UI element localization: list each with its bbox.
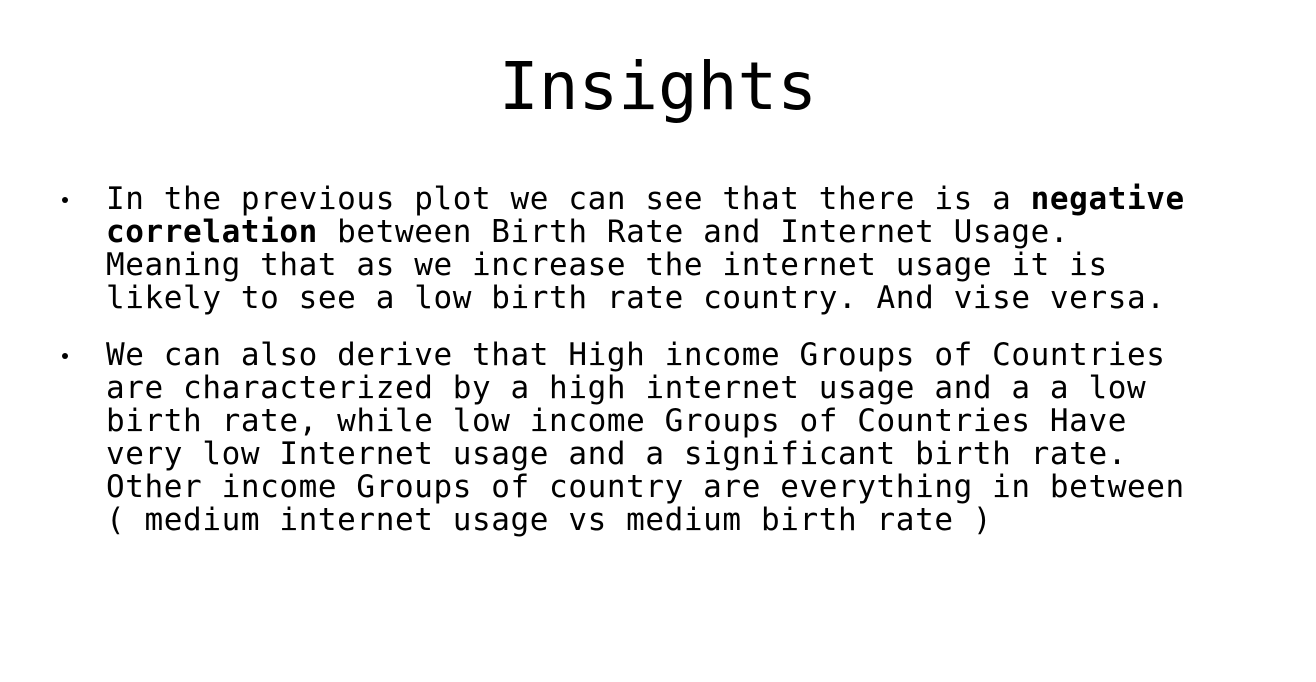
bullet-text-intro: In the previous plot we can see that the… (106, 181, 1031, 217)
slide-title: Insights (499, 48, 817, 125)
bullet-item-correlation: In the previous plot we can see that the… (58, 183, 1288, 315)
bullet-dot-icon (62, 353, 68, 359)
bullet-list: In the previous plot we can see that the… (58, 183, 1288, 561)
bullet-text: We can also derive that High income Grou… (106, 337, 1185, 538)
bullet-item-income-groups: We can also derive that High income Grou… (58, 339, 1288, 537)
bullet-text-emphasis: negative correlation (106, 181, 1185, 250)
bullet-text-rest: between Birth Rate and Internet Usage. M… (106, 214, 1166, 316)
bullet-dot-icon (62, 197, 68, 203)
